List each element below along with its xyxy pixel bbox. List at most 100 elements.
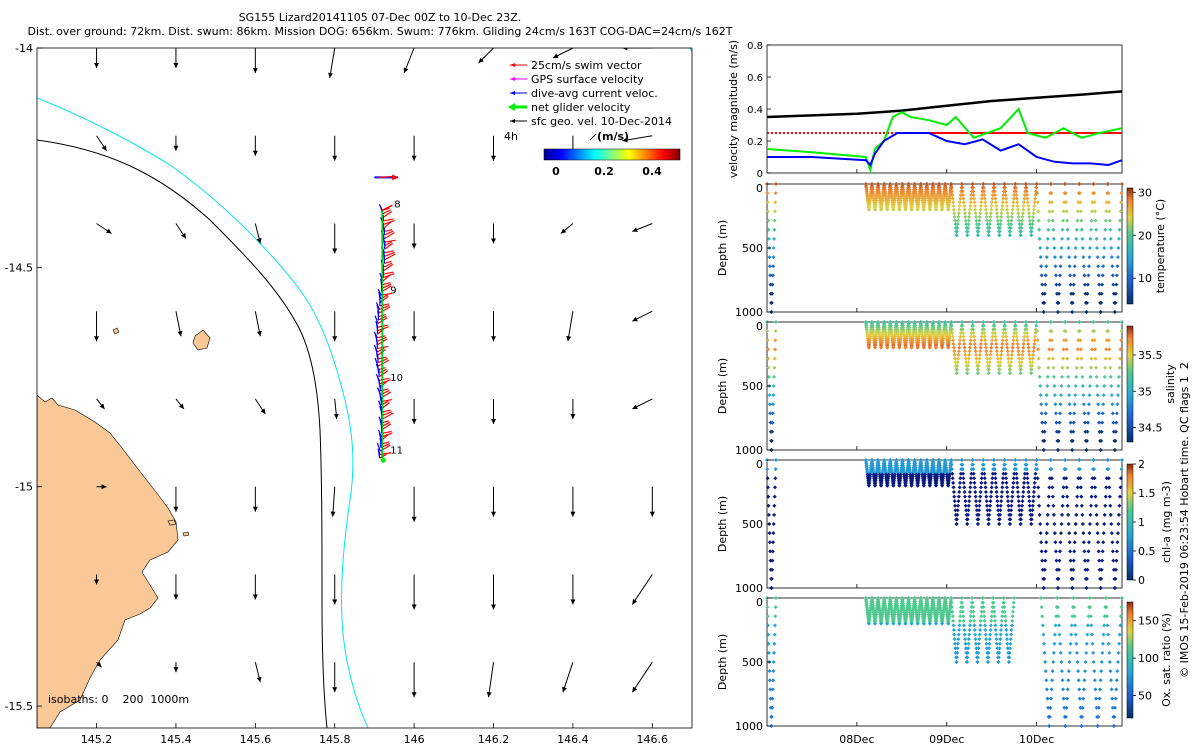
profile-sample [773,329,778,334]
profile-sample [990,471,995,476]
profile-sample [767,669,772,674]
profile-sample [1066,384,1071,388]
profile-sample [952,641,957,646]
profile-sample [1078,705,1083,710]
sfc-velocity-arrow [332,223,338,254]
profile-sample [993,476,998,481]
profile-sample [1059,393,1064,398]
profile-sample [1100,549,1105,554]
sfc-velocity-arrow [649,486,655,517]
profile-sample [1061,494,1066,499]
profile-sample [765,338,770,343]
profile-sample [909,207,914,212]
profile-sample [1063,191,1068,196]
profile-sample [1115,402,1120,407]
profile-sample [891,621,896,626]
profile-sample [972,628,977,632]
swim-vector [377,327,385,335]
profile-sample [940,207,945,212]
profile-sample [993,192,998,197]
profile-sample [1078,476,1083,481]
profile-sample [1005,207,1010,212]
profile-sample [1120,596,1124,600]
profile-sample [1003,618,1008,623]
profile-sample [1117,494,1122,499]
profile-sample [1086,402,1091,407]
island [182,531,190,537]
profile-sample [972,334,977,339]
profile-sample [1027,503,1032,508]
profile-sample [1087,522,1092,526]
colorbar-tick-label: 0.5 [1138,545,1156,558]
profile-sample [958,196,963,201]
profile-sample [995,499,1000,504]
profile-sample [1017,360,1022,365]
profile-sample [978,341,983,346]
profile-sample [773,485,778,490]
profile-sample [951,203,956,208]
sfc-velocity-arrow [254,311,262,337]
profile-sample [765,329,770,334]
profile-sample [954,655,959,660]
profile-sample [1039,540,1044,545]
profile-sample [969,476,974,481]
profile-sample [766,236,771,241]
profile-sample [1025,338,1030,343]
profile-sample [1038,531,1043,536]
profile-sample [952,349,957,354]
profile-sample [1101,531,1106,536]
profile-sample [1008,363,1013,368]
profile-sample [771,384,776,388]
time-axis-labels: 08Dec 09Dec 10Dec [839,169,1054,746]
profile-sample [1053,411,1058,416]
profile-sample [1050,669,1055,674]
profile-sample [966,222,971,227]
profile-sample [1063,329,1068,334]
profile-sample [1055,605,1060,610]
profile-sample [967,499,972,504]
profile-sample [1020,503,1025,508]
profile-sample [1102,522,1107,526]
profile-sample [1102,512,1107,517]
profile-sample [1004,480,1009,485]
profile-sample [1026,341,1031,346]
profile-sample [765,623,770,628]
profile-sample [1110,273,1115,278]
profile-sample [1099,438,1104,443]
profile-sample [1002,458,1007,462]
profile-sample [979,334,984,339]
profile-sample [773,347,778,352]
profile-sample [1071,291,1076,296]
swim-vector [379,295,389,303]
profile-sample [1090,200,1095,205]
sfc-velocity-arrow [403,48,415,74]
profile-sample [1011,476,1016,481]
swim-vector [381,421,391,427]
profile-sample [1010,614,1015,619]
swim-vector [384,250,394,254]
profile-sample [1035,467,1040,472]
profile-sample [997,650,1002,655]
profile-sample [973,641,978,646]
profile-sample [1057,282,1062,287]
profile-sample [766,503,771,508]
profile-sample [972,196,977,201]
profile-sample [1059,660,1064,664]
profile-sample [1011,600,1016,605]
profile-sample [981,182,986,186]
profile-sample [1032,341,1037,346]
profile-sample [1093,494,1098,499]
profile-sample [1019,508,1024,513]
profile-sample [1044,402,1049,407]
velocity-y-tick-label: 0.4 [747,105,763,116]
profile-sample [1031,349,1036,354]
profile-sample [1088,365,1093,370]
profile-sample [1117,632,1122,637]
profile-sample [1103,596,1108,600]
profile-sample [979,480,984,485]
profile-sample [1047,200,1052,205]
profile-sample [958,480,963,485]
profile-sample [1119,467,1124,472]
sfc-velocity-arrow [252,48,258,73]
